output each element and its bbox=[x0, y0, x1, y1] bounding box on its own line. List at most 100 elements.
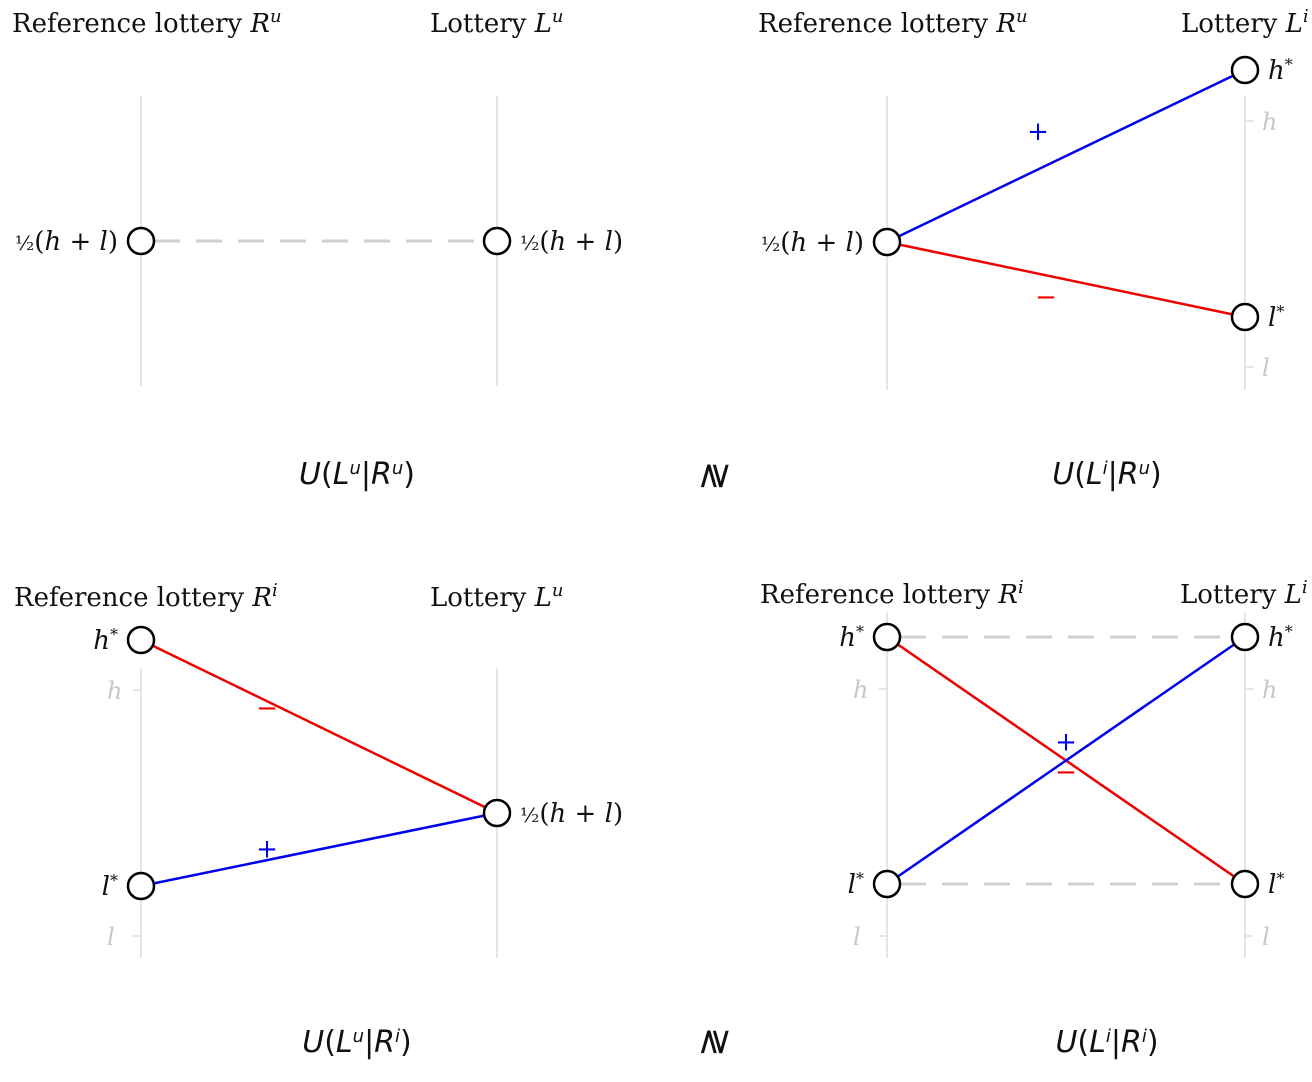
fraction-half: ½ bbox=[520, 803, 539, 827]
var: l bbox=[102, 872, 110, 902]
formula-bar: | bbox=[1108, 457, 1118, 492]
star: * bbox=[1276, 869, 1284, 888]
star: * bbox=[856, 869, 864, 888]
var-l: l bbox=[605, 227, 613, 257]
formula-L: L bbox=[333, 457, 350, 492]
ref-title-text: Reference lottery bbox=[760, 580, 998, 610]
lot-tick-label-l: l bbox=[1262, 354, 1270, 382]
utility-formula: U(Li|Ri) bbox=[1055, 1025, 1158, 1060]
formula-L-superscript: i bbox=[1103, 458, 1108, 479]
node-label-midpoint: ½(h + l) bbox=[520, 799, 623, 829]
var: h bbox=[839, 623, 856, 653]
formula-paren: ) bbox=[400, 1025, 412, 1060]
formula-R: R bbox=[371, 457, 392, 492]
ref-title-var: R bbox=[249, 9, 270, 39]
reference-lottery-title: Reference lottery Ri bbox=[760, 577, 1024, 611]
formula-bar: | bbox=[364, 1025, 374, 1060]
lot-title-var: L bbox=[1284, 580, 1302, 610]
lottery-node bbox=[482, 798, 512, 828]
utility-formula: U(Li|Ru) bbox=[1052, 457, 1162, 492]
ref-title-text: Reference lottery bbox=[14, 583, 252, 613]
lot-title-text: Lottery bbox=[1181, 9, 1286, 39]
formula-L-superscript: i bbox=[1106, 1026, 1111, 1047]
var: l bbox=[1268, 870, 1276, 900]
formula-R-superscript: u bbox=[1139, 458, 1150, 479]
formula-paren: ( bbox=[1077, 1025, 1089, 1060]
lot-title-var: L bbox=[534, 583, 552, 613]
reference-lottery-title: Reference lottery Ru bbox=[758, 6, 1028, 40]
lot-tick-label-h: h bbox=[1262, 676, 1277, 704]
lottery-title: Lottery Lu bbox=[430, 6, 563, 40]
red-line bbox=[886, 240, 1246, 319]
node-label: l* bbox=[1268, 869, 1284, 901]
node-label: l* bbox=[848, 869, 864, 901]
formula-paren: ) bbox=[1147, 1025, 1159, 1060]
paren: ( bbox=[539, 227, 549, 257]
fraction-half: ½ bbox=[520, 231, 539, 255]
ref-title-var: R bbox=[251, 583, 272, 613]
var-l: l bbox=[846, 228, 854, 258]
plus-sign: + bbox=[1055, 728, 1077, 758]
reference-lottery-title: Reference lottery Ru bbox=[12, 6, 282, 40]
lottery-node bbox=[482, 226, 512, 256]
formula-bar: | bbox=[361, 457, 371, 492]
lot-title-superscript: i bbox=[1303, 6, 1309, 27]
star: * bbox=[110, 625, 118, 644]
formula-R: R bbox=[1118, 457, 1139, 492]
var-h: h bbox=[550, 227, 567, 257]
panel-bottom-right: Reference lottery Ri Lottery Lihlhl−+h*l*… bbox=[760, 577, 1308, 1061]
node-label: l* bbox=[102, 871, 118, 903]
paren: ) bbox=[613, 227, 623, 257]
lot-title-var: L bbox=[534, 9, 552, 39]
blue-line bbox=[886, 68, 1246, 244]
lot-title-text: Lottery bbox=[430, 9, 535, 39]
relation-top: ≷ bbox=[695, 461, 736, 491]
lot-title-superscript: i bbox=[1302, 577, 1308, 598]
plus: + bbox=[566, 799, 604, 829]
lottery-node bbox=[126, 871, 156, 901]
var-h: h bbox=[44, 227, 61, 257]
formula-paren: ( bbox=[324, 1025, 336, 1060]
panel-top-left: Reference lottery Ru Lottery Lu½(h + l) ½(… bbox=[12, 6, 623, 493]
star: * bbox=[1276, 302, 1284, 321]
plus: + bbox=[807, 228, 845, 258]
node-label: h* bbox=[1268, 55, 1293, 87]
paren: ) bbox=[108, 227, 118, 257]
paren: ( bbox=[539, 799, 549, 829]
lot-title-var: L bbox=[1285, 9, 1303, 39]
lot-title-superscript: u bbox=[552, 6, 564, 27]
ref-title-superscript: i bbox=[272, 580, 278, 601]
lottery-node bbox=[1230, 869, 1260, 899]
var-l: l bbox=[100, 227, 108, 257]
var: h bbox=[1268, 56, 1285, 86]
formula-R: R bbox=[374, 1025, 395, 1060]
formula-paren: ) bbox=[1150, 457, 1162, 492]
ref-tick-label-l: l bbox=[853, 923, 861, 951]
red-line bbox=[140, 638, 498, 815]
ref-title-text: Reference lottery bbox=[12, 9, 250, 39]
lot-title-text: Lottery bbox=[1180, 580, 1285, 610]
paren: ( bbox=[34, 227, 44, 257]
star: * bbox=[856, 622, 864, 641]
lottery-title: Lottery Li bbox=[1181, 6, 1309, 40]
lottery-node bbox=[1230, 622, 1260, 652]
minus-sign: − bbox=[1035, 283, 1057, 313]
reference-lottery-title: Reference lottery Ri bbox=[14, 580, 278, 614]
node-label-midpoint: ½(h + l) bbox=[15, 227, 118, 257]
lottery-node bbox=[872, 227, 902, 257]
formula-bar: | bbox=[1111, 1025, 1121, 1060]
paren: ( bbox=[780, 228, 790, 258]
plus: + bbox=[566, 227, 604, 257]
paren: ) bbox=[613, 799, 623, 829]
ref-title-text: Reference lottery bbox=[758, 9, 996, 39]
formula-L: L bbox=[1086, 457, 1103, 492]
var-h: h bbox=[790, 228, 807, 258]
star: * bbox=[110, 871, 118, 890]
plus: + bbox=[61, 227, 99, 257]
node-label: h* bbox=[839, 622, 864, 654]
fraction-half: ½ bbox=[15, 231, 34, 255]
var: h bbox=[1268, 623, 1285, 653]
blue-line bbox=[886, 635, 1246, 886]
